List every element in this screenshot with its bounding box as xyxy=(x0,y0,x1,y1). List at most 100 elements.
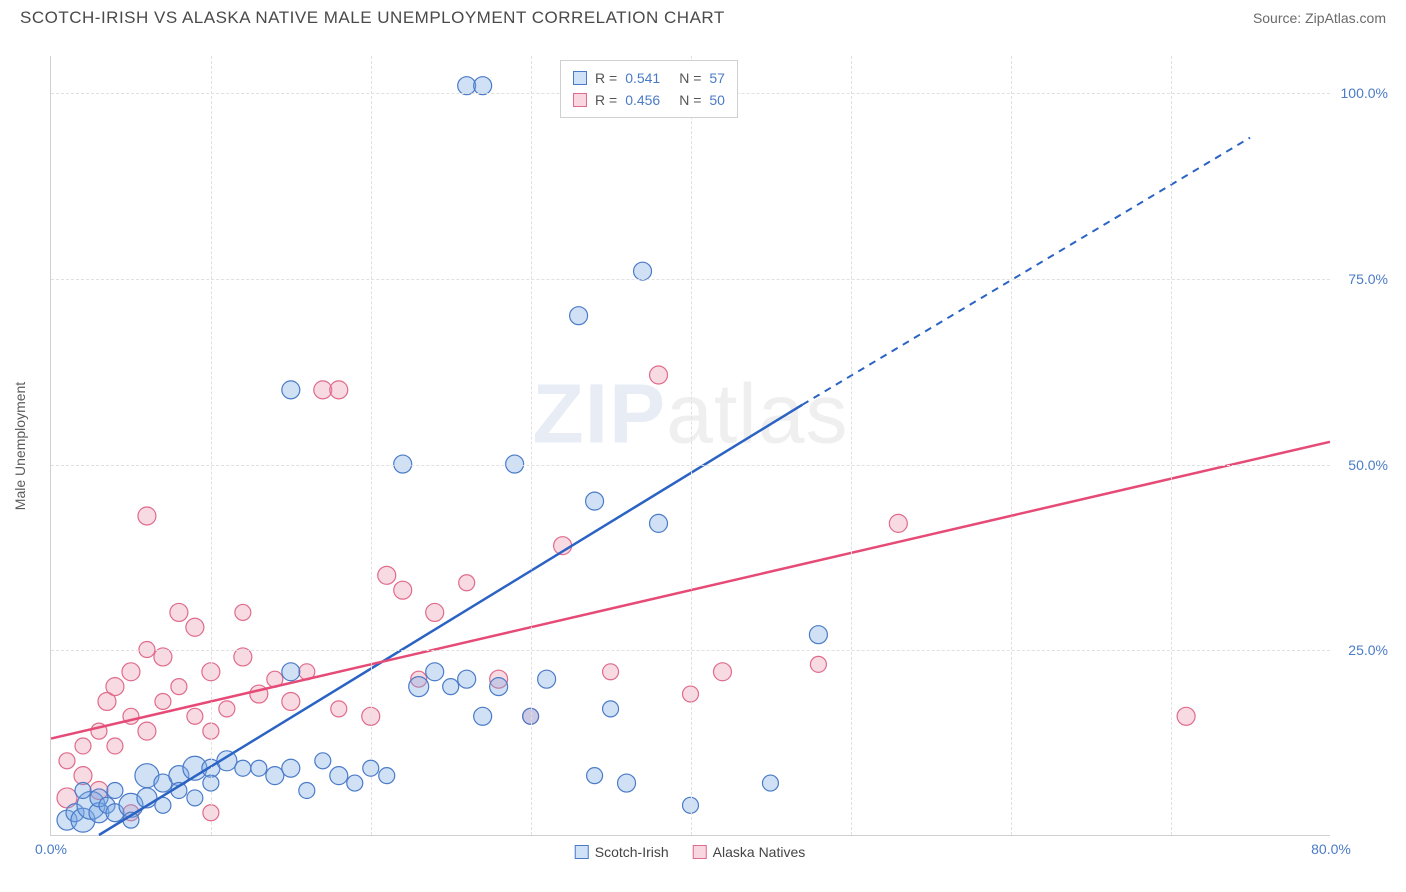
scatter-point xyxy=(251,760,267,776)
n-value: 50 xyxy=(709,89,725,111)
y-axis-label: Male Unemployment xyxy=(12,382,28,510)
legend-series: Scotch-Irish Alaska Natives xyxy=(575,844,806,860)
y-tick-label: 25.0% xyxy=(1348,642,1388,658)
legend-label: Alaska Natives xyxy=(713,844,806,860)
legend-swatch-icon xyxy=(573,71,587,85)
legend-correlation-row: R = 0.456 N = 50 xyxy=(573,89,725,111)
scatter-point xyxy=(762,775,778,791)
scatter-point xyxy=(107,782,123,798)
scatter-point xyxy=(603,701,619,717)
scatter-point xyxy=(314,381,332,399)
scatter-point xyxy=(713,663,731,681)
scatter-point xyxy=(235,760,251,776)
trendline-scotch-irish xyxy=(99,405,802,835)
scatter-point xyxy=(282,759,300,777)
grid-line-vertical xyxy=(371,56,372,835)
legend-swatch-icon xyxy=(693,845,707,859)
scatter-point xyxy=(155,693,171,709)
scatter-point xyxy=(618,774,636,792)
chart-title: SCOTCH-IRISH VS ALASKA NATIVE MALE UNEMP… xyxy=(20,8,725,28)
scatter-point xyxy=(538,670,556,688)
legend-entry: Scotch-Irish xyxy=(575,844,669,860)
y-tick-label: 75.0% xyxy=(1348,271,1388,287)
scatter-point xyxy=(122,663,140,681)
scatter-point xyxy=(187,708,203,724)
scatter-point xyxy=(458,77,476,95)
grid-line-vertical xyxy=(1171,56,1172,835)
legend-entry: Alaska Natives xyxy=(693,844,806,860)
scatter-point xyxy=(282,663,300,681)
r-label: R = xyxy=(595,67,617,89)
scatter-point xyxy=(282,381,300,399)
scatter-point xyxy=(299,782,315,798)
grid-line-vertical xyxy=(531,56,532,835)
y-tick-label: 100.0% xyxy=(1341,85,1388,101)
y-tick-label: 50.0% xyxy=(1348,457,1388,473)
scatter-point xyxy=(235,604,251,620)
scatter-point xyxy=(59,753,75,769)
scatter-point xyxy=(570,307,588,325)
grid-line-vertical xyxy=(1011,56,1012,835)
scatter-point xyxy=(75,738,91,754)
scatter-point xyxy=(603,664,619,680)
scatter-point xyxy=(282,692,300,710)
scatter-point xyxy=(458,670,476,688)
scatter-point xyxy=(75,782,91,798)
scatter-point xyxy=(426,663,444,681)
r-value: 0.541 xyxy=(625,67,671,89)
scatter-point xyxy=(187,790,203,806)
scatter-point xyxy=(443,679,459,695)
grid-line-vertical xyxy=(211,56,212,835)
n-label: N = xyxy=(679,89,701,111)
scatter-point xyxy=(170,603,188,621)
scatter-point xyxy=(138,507,156,525)
scatter-point xyxy=(409,677,429,697)
scatter-point xyxy=(1177,707,1195,725)
grid-line-vertical xyxy=(691,56,692,835)
scatter-point xyxy=(186,618,204,636)
scatter-point xyxy=(138,722,156,740)
scatter-point xyxy=(809,626,827,644)
scatter-point xyxy=(394,581,412,599)
trendline-scotch-irish-dashed xyxy=(802,138,1250,405)
x-tick-label: 0.0% xyxy=(35,841,67,857)
x-tick-label: 80.0% xyxy=(1311,841,1351,857)
scatter-point xyxy=(107,738,123,754)
legend-label: Scotch-Irish xyxy=(595,844,669,860)
legend-swatch-icon xyxy=(573,93,587,107)
scatter-point xyxy=(171,679,187,695)
scatter-point xyxy=(378,566,396,584)
chart-container: Male Unemployment ZIPatlas 25.0%50.0%75.… xyxy=(50,56,1330,836)
legend-correlation: R = 0.541 N = 57 R = 0.456 N = 50 xyxy=(560,60,738,118)
scatter-point xyxy=(810,656,826,672)
scatter-point xyxy=(650,514,668,532)
scatter-point xyxy=(331,701,347,717)
scatter-point xyxy=(219,701,235,717)
scatter-point xyxy=(426,603,444,621)
scatter-point xyxy=(650,366,668,384)
scatter-point xyxy=(587,768,603,784)
scatter-point xyxy=(330,767,348,785)
scatter-point xyxy=(459,575,475,591)
n-value: 57 xyxy=(709,67,725,89)
legend-correlation-row: R = 0.541 N = 57 xyxy=(573,67,725,89)
r-label: R = xyxy=(595,89,617,111)
grid-line-vertical xyxy=(851,56,852,835)
scatter-point xyxy=(889,514,907,532)
scatter-point xyxy=(106,678,124,696)
scatter-point xyxy=(634,262,652,280)
plot-area: ZIPatlas 25.0%50.0%75.0%100.0%0.0%80.0% xyxy=(50,56,1330,836)
scatter-point xyxy=(474,77,492,95)
chart-source: Source: ZipAtlas.com xyxy=(1253,10,1386,26)
scatter-point xyxy=(474,707,492,725)
scatter-point xyxy=(347,775,363,791)
n-label: N = xyxy=(679,67,701,89)
scatter-point xyxy=(315,753,331,769)
legend-swatch-icon xyxy=(575,845,589,859)
scatter-point xyxy=(330,381,348,399)
scatter-point xyxy=(490,678,508,696)
scatter-point xyxy=(266,767,284,785)
r-value: 0.456 xyxy=(625,89,671,111)
scatter-point xyxy=(379,768,395,784)
scatter-point xyxy=(586,492,604,510)
